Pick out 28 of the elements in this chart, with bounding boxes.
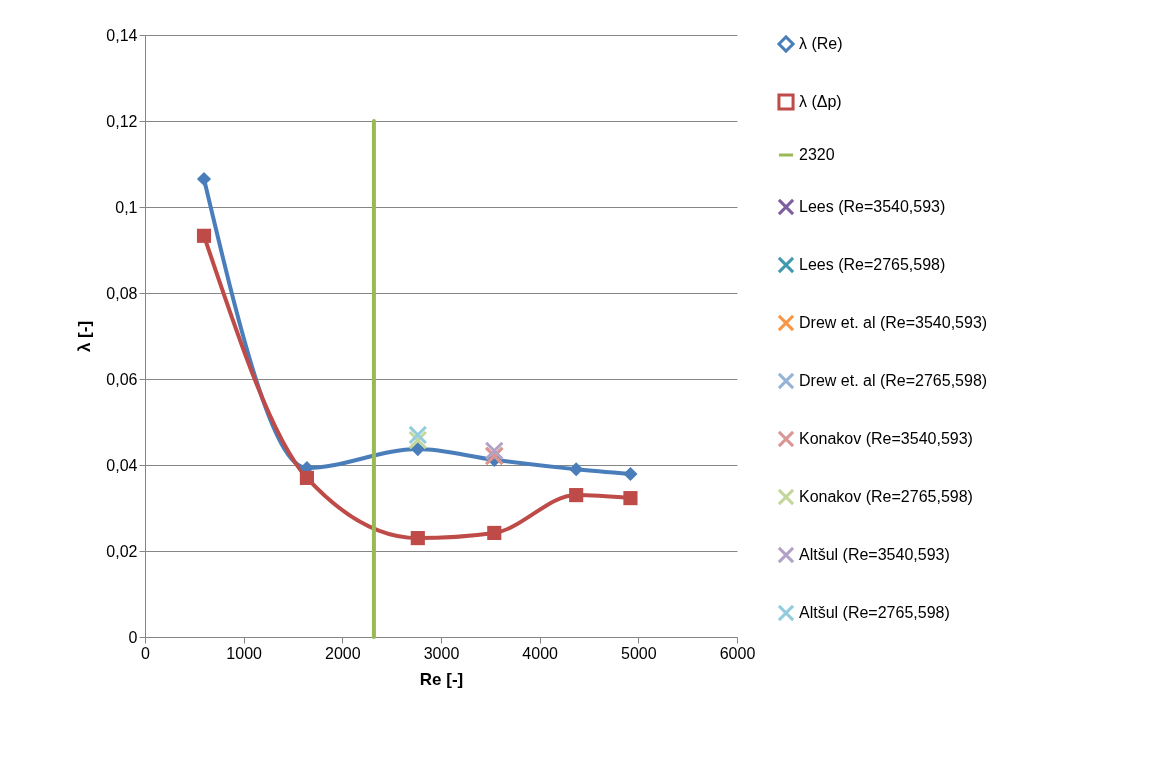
y-tick-label: 0,1 [115,198,138,216]
legend-label: Altšul (Re=2765,598) [799,604,950,621]
legend-label: Drew et. al (Re=3540,593) [799,314,988,331]
y-tick-label: 0,14 [106,26,138,44]
legend-label: Konakov (Re=2765,598) [799,488,973,505]
x-tick-label: 3000 [423,644,460,662]
x-tick-label: 6000 [719,644,756,662]
legend-label: Lees (Re=2765,598) [799,256,946,273]
legend-label: 2320 [799,146,835,163]
y-tick-label: 0,02 [106,542,138,560]
x-tick-label: 0 [141,644,151,662]
legend-label: λ (Re) [799,35,843,52]
y-tick-label: 0,08 [106,284,138,302]
y-tick-label: 0,12 [106,112,138,130]
legend-label: Lees (Re=3540,593) [799,198,946,215]
x-tick-label: 4000 [522,644,559,662]
x-tick-label: 5000 [621,644,657,662]
legend-label: Drew et. al (Re=2765,598) [799,372,988,389]
x-axis-title: Re [-] [419,669,464,689]
y-axis-title: λ [-] [75,320,95,353]
x-tick-label: 2000 [325,644,361,662]
legend-label: λ (Δp) [799,93,842,110]
legend-label: Konakov (Re=3540,593) [799,430,973,447]
x-tick-label: 1000 [226,644,263,662]
y-tick-label: 0 [128,628,138,646]
y-tick-label: 0,06 [106,370,138,388]
legend-label: Altšul (Re=3540,593) [799,546,950,563]
y-tick-label: 0,04 [106,456,138,474]
